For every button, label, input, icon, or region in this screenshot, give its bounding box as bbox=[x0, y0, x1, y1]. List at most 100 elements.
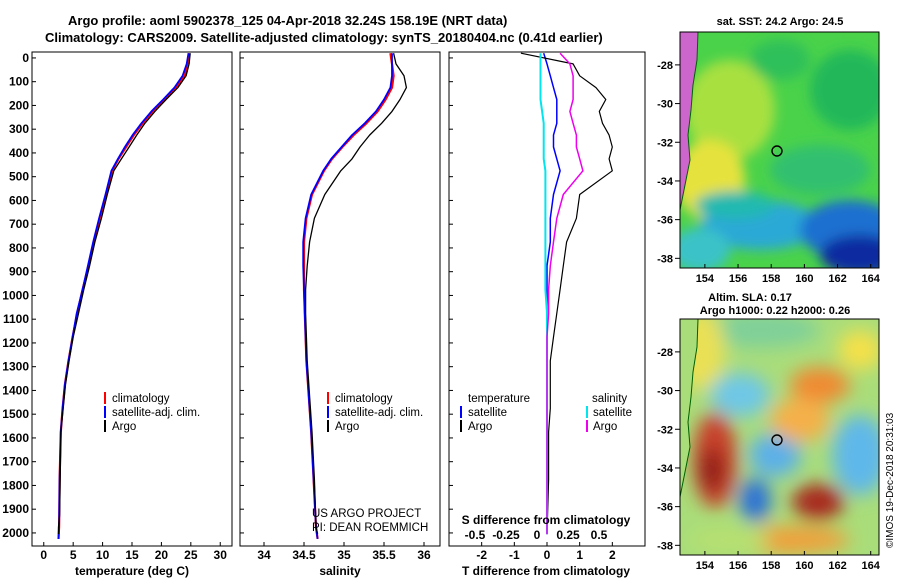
x-tick-label: 2 bbox=[609, 548, 616, 562]
lat-tick-label: -32 bbox=[657, 424, 673, 436]
x-tick-label: -2 bbox=[476, 548, 487, 562]
s-tick-label: 0 bbox=[534, 528, 541, 542]
series-argo bbox=[57, 53, 191, 535]
x-tick-label: -1 bbox=[509, 548, 520, 562]
lat-tick-label: -38 bbox=[657, 540, 673, 552]
temperature-panel: 0100200300400500600700800900100011001200… bbox=[2, 51, 453, 578]
legend-satellite: satellite-adj. clim. bbox=[112, 407, 200, 419]
salinity-x-axis: 34 34.5 35 35.5 36 bbox=[257, 542, 431, 562]
series-argo bbox=[304, 53, 408, 535]
difference-legend-salinity: salinity satellite Argo bbox=[586, 393, 632, 433]
depth-tick-label: 1300 bbox=[2, 360, 29, 374]
lon-tick-label: 154 bbox=[696, 560, 715, 572]
temperature-profiles bbox=[57, 53, 191, 539]
x-tick-label: 25 bbox=[184, 548, 198, 562]
t-difference-axis-label: T difference from climatology bbox=[462, 564, 630, 578]
depth-tick-label: 1700 bbox=[2, 455, 29, 469]
sla-map-title: Altim. SLA: 0.17 bbox=[708, 292, 792, 304]
x-tick-label: 15 bbox=[125, 548, 139, 562]
depth-tick-label: 1000 bbox=[2, 288, 29, 302]
x-tick-label: 36 bbox=[417, 548, 431, 562]
sst-map: sat. SST: 24.2 Argo: 24.5 154 156 158 160 16… bbox=[657, 16, 881, 285]
legend-salinity-heading: salinity bbox=[592, 393, 627, 405]
salinity-profiles bbox=[302, 53, 408, 540]
difference-panel: -2 -1 0 1 2 -0.5 -0.25 0 0.25 0.5 T difference f… bbox=[448, 51, 646, 578]
s-tick-label: -0.25 bbox=[492, 528, 520, 542]
series-climatology bbox=[57, 53, 191, 539]
salinity-panel: 34 34.5 35 35.5 36 salinity climatology sate… bbox=[239, 51, 441, 578]
depth-tick-label: 1500 bbox=[2, 407, 29, 421]
lon-tick-label: 162 bbox=[828, 560, 846, 572]
sst-lat-axis: -28 -30 -32 -34 -36 -38 bbox=[657, 60, 680, 265]
s-difference-scale: -0.5 -0.25 0 0.25 0.5 bbox=[465, 528, 608, 542]
x-tick-label: 34 bbox=[257, 548, 271, 562]
legend-temperature-heading: temperature bbox=[468, 393, 530, 405]
depth-tick-label: 700 bbox=[9, 217, 29, 231]
lon-tick-label: 154 bbox=[696, 273, 715, 285]
legend-satellite: satellite-adj. clim. bbox=[335, 407, 423, 419]
sla-lat-axis: -28 -30 -32 -34 -36 -38 bbox=[657, 347, 680, 552]
legend-argo: Argo bbox=[335, 421, 359, 433]
lon-tick-label: 156 bbox=[729, 560, 747, 572]
sst-map-title: sat. SST: 24.2 Argo: 24.5 bbox=[717, 16, 844, 28]
difference-profiles bbox=[520, 52, 613, 535]
lat-tick-label: -34 bbox=[657, 463, 674, 475]
legend-climatology: climatology bbox=[335, 393, 393, 405]
sla-argo-marker bbox=[771, 434, 783, 446]
salinity-axes-frame bbox=[239, 51, 441, 547]
sla-map: Altim. SLA: 0.17 Argo h1000: 0.22 h2000:… bbox=[657, 292, 881, 572]
depth-tick-label: 600 bbox=[9, 193, 29, 207]
title-line-1: Argo profile: aoml 5902378_125 04-Apr-20… bbox=[68, 13, 507, 28]
depth-tick-label: 1600 bbox=[2, 431, 29, 445]
x-tick-label: 0 bbox=[40, 548, 47, 562]
salinity-axis-label: salinity bbox=[319, 564, 361, 578]
sst-field bbox=[680, 32, 879, 268]
lat-tick-label: -34 bbox=[657, 176, 674, 188]
temperature-x-axis: 0 5 10 15 20 25 30 bbox=[40, 542, 227, 562]
difference-legend-temperature: temperature satellite Argo bbox=[460, 393, 530, 433]
depth-tick-label: 1900 bbox=[2, 502, 29, 516]
lon-tick-label: 158 bbox=[762, 560, 780, 572]
depth-tick-label: 1200 bbox=[2, 336, 29, 350]
sst-lon-axis: 154 156 158 160 162 164 bbox=[696, 264, 881, 285]
sst-argo-marker bbox=[771, 145, 783, 157]
depth-axis: 0 100 200 300 400 500 600 700 800 900 1000 1100 1200… bbox=[2, 51, 453, 540]
legend-t-argo: Argo bbox=[468, 421, 492, 433]
x-tick-label: 0 bbox=[544, 548, 551, 562]
imos-timestamp: ©IMOS 19-Dec-2018 20:31:03 bbox=[885, 412, 896, 548]
legend-climatology: climatology bbox=[112, 393, 170, 405]
x-tick-label: 10 bbox=[96, 548, 110, 562]
x-tick-label: 5 bbox=[70, 548, 77, 562]
lat-tick-label: -28 bbox=[657, 347, 673, 359]
lon-tick-label: 160 bbox=[795, 273, 813, 285]
depth-tick-label: 1800 bbox=[2, 478, 29, 492]
depth-tick-label: 100 bbox=[9, 75, 29, 89]
sla-field bbox=[680, 319, 879, 555]
lon-tick-label: 164 bbox=[862, 273, 881, 285]
project-pi: PI: DEAN ROEMMICH bbox=[312, 522, 428, 534]
x-tick-label: 35.5 bbox=[372, 548, 396, 562]
depth-tick-label: 800 bbox=[9, 241, 29, 255]
lon-tick-label: 158 bbox=[762, 273, 780, 285]
depth-tick-label: 400 bbox=[9, 146, 29, 160]
x-tick-label: 1 bbox=[576, 548, 583, 562]
legend-argo: Argo bbox=[112, 421, 136, 433]
depth-tick-label: 0 bbox=[22, 51, 29, 65]
x-tick-label: 34.5 bbox=[292, 548, 316, 562]
lon-tick-label: 156 bbox=[729, 273, 747, 285]
s-tick-label: 0.25 bbox=[556, 528, 580, 542]
depth-tick-label: 1400 bbox=[2, 383, 29, 397]
temperature-axes-frame bbox=[31, 51, 233, 547]
lat-tick-label: -28 bbox=[657, 60, 673, 72]
sla-lon-axis: 154 156 158 160 162 164 bbox=[696, 551, 881, 572]
series-climatology bbox=[302, 53, 395, 540]
series-satellite-adj-clim- bbox=[302, 53, 393, 540]
lat-tick-label: -36 bbox=[657, 502, 673, 514]
depth-tick-label: 500 bbox=[9, 170, 29, 184]
project-name: US ARGO PROJECT bbox=[312, 508, 421, 520]
series-s-satellite bbox=[539, 53, 548, 535]
sla-map-frame bbox=[679, 318, 880, 556]
legend-t-satellite: satellite bbox=[468, 407, 507, 419]
depth-tick-label: 300 bbox=[9, 122, 29, 136]
